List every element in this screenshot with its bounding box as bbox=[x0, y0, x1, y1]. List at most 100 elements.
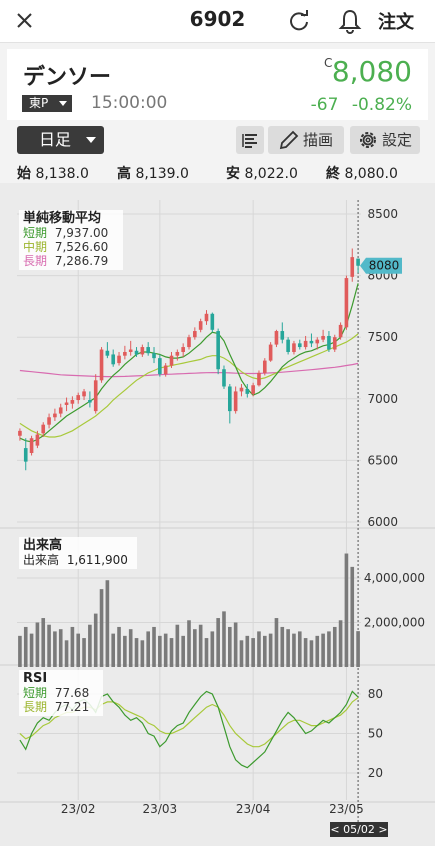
candle-body bbox=[163, 365, 168, 375]
period-selector[interactable]: 日足 bbox=[17, 126, 104, 154]
volume-bar bbox=[93, 613, 98, 667]
volume-bar bbox=[111, 633, 116, 667]
volume-bar bbox=[117, 626, 121, 667]
date-tick-label: 23/02 bbox=[61, 802, 96, 816]
order-button[interactable]: 注文 bbox=[378, 12, 414, 33]
candle-body bbox=[58, 407, 63, 414]
candle-body bbox=[53, 413, 57, 418]
volume-legend: 出来高 出来高 1,611,900 bbox=[19, 537, 137, 569]
candle-body bbox=[99, 349, 104, 381]
volume-bar bbox=[222, 611, 226, 667]
list-icon bbox=[242, 134, 257, 148]
volume-bar bbox=[35, 622, 40, 667]
price-change: -67 -0.82% bbox=[311, 95, 412, 115]
ma-mid-value: 7,526.60 bbox=[54, 240, 109, 254]
volume-tick-label: 2,000,000 bbox=[364, 616, 425, 630]
volume-bar bbox=[297, 631, 302, 667]
candle-body bbox=[47, 417, 51, 425]
volume-bar bbox=[123, 635, 127, 667]
date-tick-label: 23/05 bbox=[329, 802, 364, 816]
exchange-selector[interactable]: 東P bbox=[22, 95, 72, 112]
ma-legend: 単純移動平均 短期 7,937.00 中期 7,526.60 長期 7,286.… bbox=[19, 210, 123, 270]
volume-bar bbox=[356, 631, 360, 667]
close-field: 終 8,080.0 bbox=[326, 163, 398, 183]
reload-icon[interactable] bbox=[286, 8, 312, 34]
candle-body bbox=[41, 424, 46, 434]
close-icon[interactable] bbox=[10, 8, 38, 34]
candle-body bbox=[152, 353, 156, 359]
volume-bar bbox=[280, 626, 285, 667]
price-tick-label: 8500 bbox=[367, 207, 398, 221]
rsi-long-label: 長期 bbox=[23, 700, 48, 714]
low-value: 8,022.0 bbox=[244, 166, 298, 182]
candle-body bbox=[117, 355, 121, 364]
open-value: 8,138.0 bbox=[35, 166, 89, 182]
pencil-icon bbox=[279, 130, 299, 150]
candle-body bbox=[338, 324, 343, 338]
volume-bar bbox=[146, 631, 150, 667]
volume-bar bbox=[175, 624, 180, 667]
price-flag: C bbox=[324, 56, 333, 70]
candle-body bbox=[262, 360, 267, 373]
volume-bar bbox=[204, 638, 209, 667]
volume-bar bbox=[99, 589, 104, 667]
volume-bar bbox=[228, 626, 232, 667]
volume-bar bbox=[338, 620, 343, 667]
top-bar: 6902 注文 bbox=[0, 0, 435, 43]
volume-bar bbox=[239, 640, 244, 667]
volume-bar bbox=[181, 635, 185, 667]
ma-long-label: 長期 bbox=[23, 254, 48, 268]
ohlc-row: 始 8,138.0 高 8,139.0 安 8,022.0 終 8,080.0 bbox=[0, 161, 435, 183]
candle-body bbox=[286, 339, 290, 352]
date-tick-label: 23/04 bbox=[236, 802, 271, 816]
ma-short-row: 短期 7,937.00 bbox=[23, 226, 119, 240]
candle-body bbox=[222, 369, 226, 387]
volume-bar bbox=[350, 566, 355, 667]
chart-area[interactable] bbox=[0, 183, 435, 846]
quote-card: デンソー 東P 15:00:00 C 8,080 -67 -0.82% bbox=[7, 49, 428, 120]
low-label: 安 bbox=[226, 166, 240, 182]
candle-body bbox=[193, 331, 197, 338]
open-field: 始 8,138.0 bbox=[17, 163, 89, 183]
candle-body bbox=[76, 395, 81, 401]
settings-button[interactable]: 設定 bbox=[350, 126, 420, 154]
date-tick-label: 23/03 bbox=[143, 802, 178, 816]
candle-body bbox=[158, 358, 162, 375]
rsi-long-value: 77.21 bbox=[54, 700, 90, 714]
gear-icon bbox=[360, 132, 376, 148]
volume-bar bbox=[163, 633, 168, 667]
candle-body bbox=[146, 347, 150, 354]
ma-legend-title: 単純移動平均 bbox=[23, 211, 102, 226]
candle-body bbox=[128, 349, 133, 352]
volume-bar bbox=[245, 635, 250, 667]
settings-label: 設定 bbox=[382, 131, 413, 149]
candle-body bbox=[303, 340, 308, 348]
ma-short-line bbox=[19, 283, 359, 443]
candle-body bbox=[315, 339, 320, 344]
open-label: 始 bbox=[17, 166, 31, 182]
ma-mid-row: 中期 7,526.60 bbox=[23, 240, 119, 254]
candle-body bbox=[18, 430, 22, 436]
candle-body bbox=[111, 354, 116, 365]
candle-body bbox=[88, 400, 92, 403]
ma-long-line bbox=[19, 362, 359, 378]
candle-body bbox=[29, 438, 34, 454]
volume-bar bbox=[257, 631, 261, 667]
volume-bar bbox=[327, 631, 331, 667]
bell-icon[interactable] bbox=[337, 7, 363, 35]
candle-body bbox=[93, 380, 98, 412]
candle-body bbox=[321, 335, 325, 340]
volume-bar bbox=[29, 633, 34, 667]
draw-button[interactable]: 描画 bbox=[268, 126, 344, 154]
high-label: 高 bbox=[117, 166, 131, 182]
candle-body bbox=[187, 337, 191, 348]
volume-bar bbox=[53, 631, 57, 667]
candle-body bbox=[210, 313, 215, 330]
rsi-tick-label: 20 bbox=[368, 766, 383, 780]
candle-body bbox=[70, 400, 75, 404]
indicator-menu-button[interactable] bbox=[236, 126, 264, 154]
ma-mid-line bbox=[19, 333, 359, 438]
candle-body bbox=[332, 337, 337, 350]
rsi-short-value: 77.68 bbox=[54, 686, 90, 700]
